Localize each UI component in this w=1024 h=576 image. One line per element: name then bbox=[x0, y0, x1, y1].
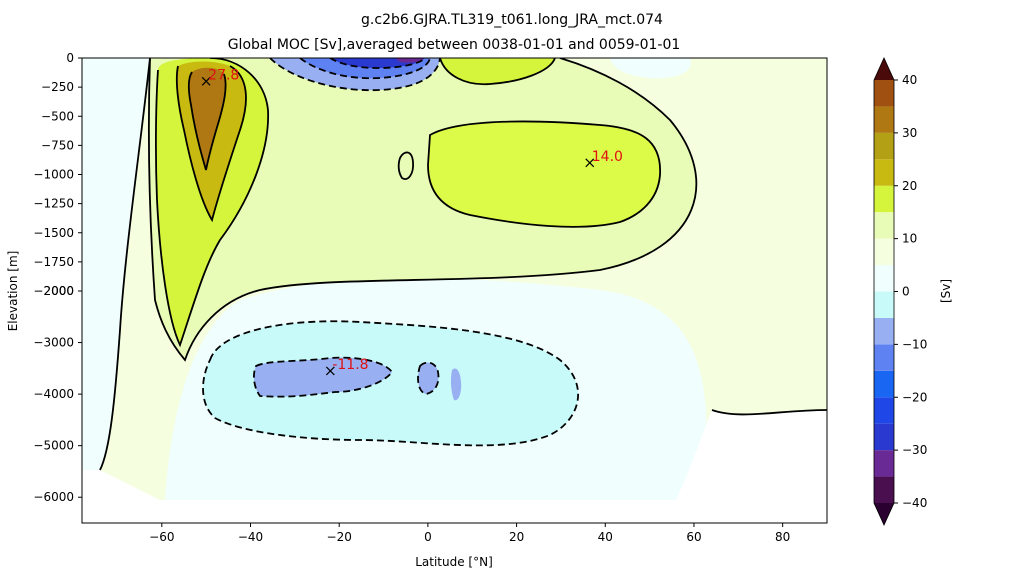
contour-line-5-south bbox=[147, 58, 698, 362]
contour-line-10-north-surface bbox=[439, 58, 556, 86]
y-tick-label: −4000 bbox=[33, 387, 74, 401]
x-tick-label: −60 bbox=[149, 530, 174, 544]
y-tick-label: −250 bbox=[41, 80, 74, 94]
y-tick-label: −1750 bbox=[33, 255, 74, 269]
x-tick-label: 0 bbox=[424, 530, 432, 544]
contour-line-10-north bbox=[427, 120, 661, 228]
colorbar-tick-label: −40 bbox=[902, 496, 927, 510]
contour-line-20-south bbox=[187, 71, 227, 171]
colorbar-segment bbox=[874, 265, 894, 292]
colorbar-segment bbox=[874, 159, 894, 186]
colorbar-tick-label: 10 bbox=[902, 232, 917, 246]
colorbar-segment bbox=[874, 185, 894, 213]
contour-line-10-south bbox=[155, 58, 269, 348]
colorbar-segment bbox=[874, 423, 894, 451]
y-axis-label: Elevation [m] bbox=[6, 251, 20, 332]
contour-band-neg0-5-north bbox=[610, 58, 691, 79]
y-tick-label: −5000 bbox=[33, 439, 74, 453]
colorbar-tick-label: −10 bbox=[902, 337, 927, 351]
contour-band-neg0-5 bbox=[82, 58, 150, 470]
colorbar-extend-high bbox=[874, 58, 894, 80]
y-tick-label: −750 bbox=[41, 138, 74, 152]
colorbar: 40 30 20 10 0 −10 −20 −30 −40 bbox=[873, 57, 927, 526]
contour-line-neg5 bbox=[202, 320, 579, 447]
annotation-marker bbox=[325, 366, 335, 376]
colorbar-tick-label: −30 bbox=[902, 443, 927, 457]
contour-band-neg10-15-c bbox=[450, 368, 462, 401]
annotation-label: 14.0 bbox=[592, 149, 623, 165]
colorbar-tick-label: 20 bbox=[902, 179, 917, 193]
y-tick-label: −6000 bbox=[33, 490, 74, 504]
contour-line-neg10-b bbox=[417, 361, 440, 395]
contour-field bbox=[82, 58, 827, 523]
x-tick-label: 40 bbox=[598, 530, 613, 544]
y-tick-label: 2000 bbox=[43, 284, 74, 298]
x-tick-label: 80 bbox=[775, 530, 790, 544]
colorbar-label: [Sv] bbox=[939, 279, 953, 303]
contour-lines bbox=[99, 58, 827, 471]
y-axis: 0 −250 −500 −750 −1000 −1250 −1500 −1750 −200020… bbox=[33, 51, 82, 504]
colorbar-segment bbox=[874, 80, 894, 107]
colorbar-tick-label: 0 bbox=[902, 285, 910, 299]
annotation-label: 27.8 bbox=[208, 67, 239, 83]
contour-lines-dashed bbox=[202, 58, 579, 447]
colorbar-segment bbox=[874, 238, 894, 266]
contour-line-small-ring bbox=[397, 151, 414, 180]
colorbar-extend-low bbox=[874, 503, 894, 525]
bathymetry-mask bbox=[82, 410, 827, 523]
contour-line-neg10-a bbox=[253, 356, 394, 398]
chart-title-line2: Global MOC [Sv],averaged between 0038-01… bbox=[228, 37, 681, 53]
contour-band-surface-neg4 bbox=[395, 58, 425, 63]
annotation-marker bbox=[201, 76, 211, 86]
colorbar-segment bbox=[874, 106, 894, 133]
colorbar-segment bbox=[874, 291, 894, 318]
contour-band-20-25 bbox=[188, 67, 226, 170]
contour-band-neg10-15-b bbox=[418, 362, 439, 394]
contour-line-surface-neg2 bbox=[299, 58, 431, 80]
x-tick-label: 20 bbox=[509, 530, 524, 544]
contour-band-10-15-surface bbox=[440, 58, 555, 85]
y-tick-label: −500 bbox=[41, 109, 74, 123]
y-tick-label: 0 bbox=[66, 51, 74, 65]
colorbar-segment bbox=[874, 397, 894, 424]
y-tick-label: −1250 bbox=[33, 197, 74, 211]
x-axis: −60 −40 −20 0 20 40 60 80 bbox=[149, 523, 790, 544]
y-tick-label: −3000 bbox=[33, 336, 74, 350]
colorbar-segment bbox=[874, 132, 894, 160]
contour-line-0-deep bbox=[99, 58, 151, 471]
colorbar-segment bbox=[874, 212, 894, 239]
contour-line-surface-neg3 bbox=[329, 58, 426, 69]
contour-band-10-15-north bbox=[428, 121, 661, 227]
annotation-marker bbox=[585, 158, 595, 168]
colorbar-tick-label: 40 bbox=[902, 73, 917, 87]
annotation-label: -11.8 bbox=[332, 357, 368, 373]
y-tick-label: −2000 bbox=[33, 284, 74, 298]
y-tick-label: −1000 bbox=[33, 168, 74, 182]
colorbar-segment bbox=[874, 370, 894, 398]
colorbar-segment bbox=[874, 476, 894, 503]
colorbar-segment bbox=[874, 344, 894, 371]
contour-line-15-south bbox=[175, 65, 247, 223]
x-tick-label: −40 bbox=[238, 530, 263, 544]
colorbar-segment bbox=[874, 450, 894, 477]
y-tick-label: −1500 bbox=[33, 226, 74, 240]
annotations: 27.8 14.0 -11.8 bbox=[201, 67, 623, 376]
x-tick-label: −20 bbox=[327, 530, 352, 544]
colorbar-tick-label: −20 bbox=[902, 390, 927, 404]
contour-band-neg10-15 bbox=[253, 357, 392, 397]
x-axis-label: Latitude [°N] bbox=[415, 555, 493, 569]
contour-band-neg5-10 bbox=[203, 321, 579, 446]
x-tick-label: 60 bbox=[686, 530, 701, 544]
contour-line-surface-neg1 bbox=[269, 58, 441, 92]
contour-line-0-north bbox=[711, 409, 827, 416]
colorbar-tick-label: 30 bbox=[902, 126, 917, 140]
chart-title-line1: g.c2b6.GJRA.TL319_t061.long_JRA_mct.074 bbox=[361, 12, 663, 28]
colorbar-segment bbox=[874, 317, 894, 345]
